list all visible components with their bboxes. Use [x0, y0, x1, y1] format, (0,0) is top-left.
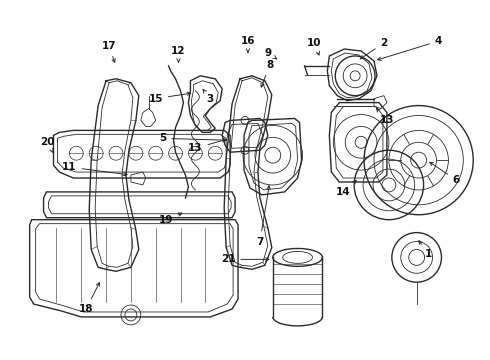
- Text: 6: 6: [430, 162, 460, 185]
- Text: 10: 10: [307, 38, 322, 55]
- Text: 1: 1: [419, 241, 432, 260]
- Text: 5: 5: [159, 133, 226, 143]
- Text: 11: 11: [62, 162, 127, 176]
- Text: 4: 4: [378, 36, 442, 60]
- Text: 19: 19: [158, 213, 182, 225]
- Text: 15: 15: [148, 92, 191, 104]
- Text: 3: 3: [203, 90, 214, 104]
- Text: 20: 20: [40, 137, 55, 153]
- Text: 2: 2: [360, 38, 388, 59]
- Text: 9: 9: [264, 48, 277, 59]
- Text: 16: 16: [241, 36, 255, 52]
- Text: 21: 21: [221, 255, 269, 264]
- Text: 17: 17: [102, 41, 116, 62]
- Text: 14: 14: [336, 181, 356, 197]
- Text: 13: 13: [376, 108, 394, 126]
- Text: 13: 13: [188, 139, 226, 153]
- Text: 12: 12: [172, 46, 186, 62]
- Text: 7: 7: [256, 186, 270, 247]
- Text: 8: 8: [261, 60, 273, 87]
- Text: 18: 18: [79, 283, 99, 314]
